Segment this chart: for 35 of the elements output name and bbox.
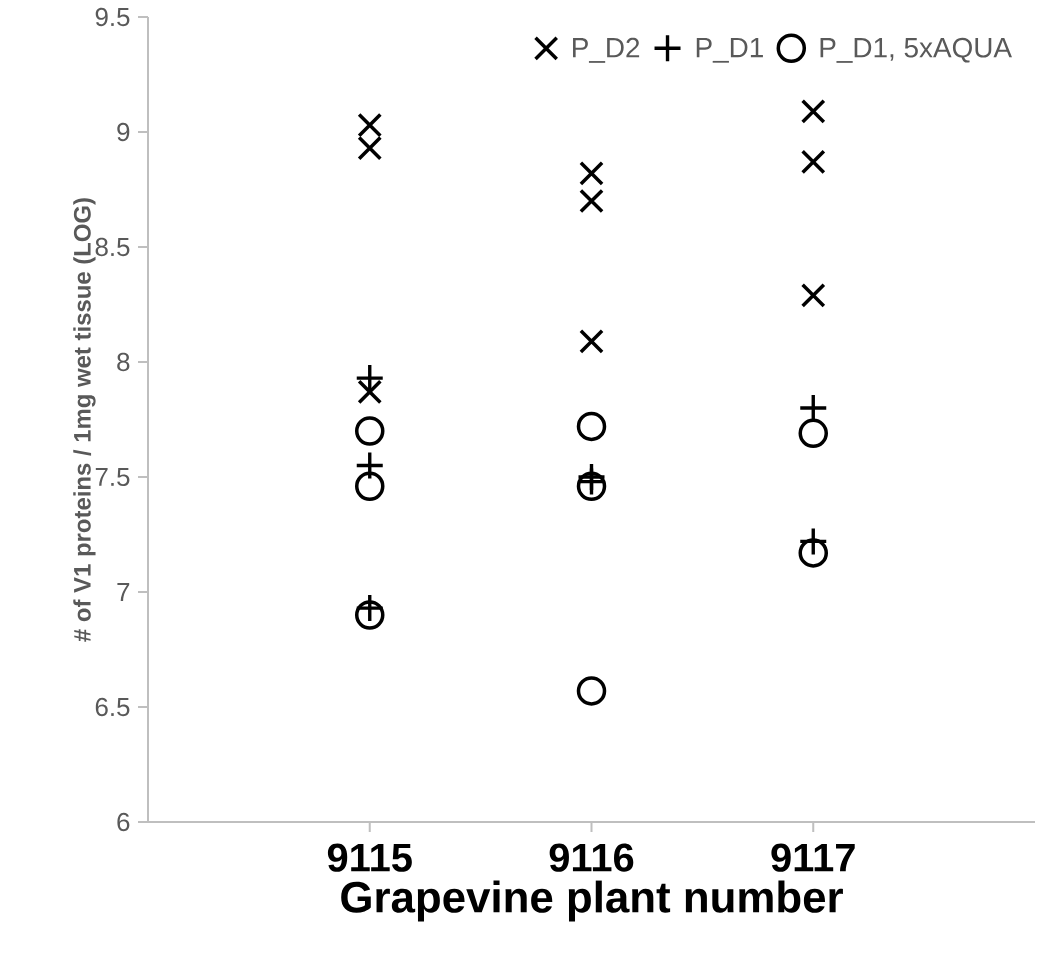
point xyxy=(576,676,607,706)
point xyxy=(355,600,385,630)
point xyxy=(355,471,385,501)
legend-label: P_D1 xyxy=(696,37,763,63)
point xyxy=(579,161,604,186)
x-axis-title: Grapevine plant number xyxy=(341,880,843,922)
y-tick-label: 8.5 xyxy=(95,237,130,257)
y-tick-label: 6 xyxy=(117,812,130,832)
point xyxy=(800,395,827,422)
point xyxy=(357,135,383,161)
x-tick-label: 9116 xyxy=(549,843,634,872)
y-tick-label: 9.5 xyxy=(95,7,130,27)
point xyxy=(798,538,828,568)
legend-label: P_D2 xyxy=(573,37,640,63)
point xyxy=(800,149,826,175)
point xyxy=(576,411,607,442)
point xyxy=(357,112,383,138)
point xyxy=(800,282,826,308)
point xyxy=(579,328,604,354)
y-tick-label: 7 xyxy=(117,583,130,601)
legend-label: P_D1, 5xAQUA xyxy=(820,37,1012,63)
point xyxy=(579,188,604,214)
y-tick-label: 9 xyxy=(117,122,130,142)
y-tick-label: 8 xyxy=(117,352,130,372)
point xyxy=(576,471,607,501)
y-axis-title: # of V1 proteins / 1mg wet tissue (LOG) xyxy=(73,198,96,642)
x-tick-label: 9117 xyxy=(771,843,855,872)
y-tick-label: 7.5 xyxy=(95,467,130,487)
point xyxy=(356,365,383,392)
x-tick-label: 9115 xyxy=(327,843,412,872)
point xyxy=(798,418,828,449)
y-tick-label: 6.5 xyxy=(95,697,130,717)
point xyxy=(355,416,385,446)
point xyxy=(357,379,383,405)
point xyxy=(800,98,826,124)
